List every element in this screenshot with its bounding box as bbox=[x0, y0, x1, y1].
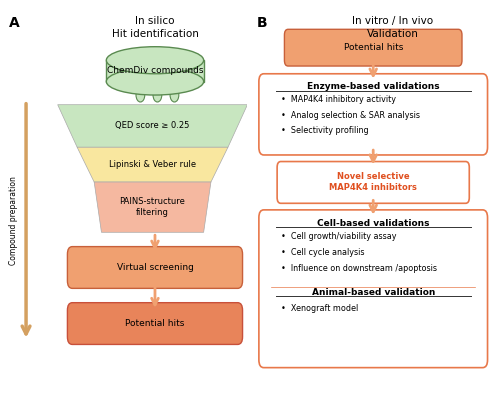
Text: •  MAP4K4 inhibitory activity: • MAP4K4 inhibitory activity bbox=[281, 95, 396, 104]
FancyBboxPatch shape bbox=[106, 60, 204, 81]
Polygon shape bbox=[77, 147, 228, 182]
Text: Lipinski & Veber rule: Lipinski & Veber rule bbox=[109, 160, 196, 169]
Text: In vitro / In vivo
Validation: In vitro / In vivo Validation bbox=[352, 16, 433, 39]
Text: •  Analog selection & SAR analysis: • Analog selection & SAR analysis bbox=[281, 111, 420, 120]
Text: Enzyme-based validations: Enzyme-based validations bbox=[307, 83, 440, 91]
Ellipse shape bbox=[106, 47, 204, 74]
Text: B: B bbox=[256, 16, 267, 30]
FancyBboxPatch shape bbox=[68, 246, 242, 288]
Text: Animal-based validation: Animal-based validation bbox=[312, 288, 435, 297]
Text: In silico
Hit identification: In silico Hit identification bbox=[112, 16, 198, 39]
Text: •  Cell cycle analysis: • Cell cycle analysis bbox=[281, 248, 364, 257]
Text: •  Influence on downstream /apoptosis: • Influence on downstream /apoptosis bbox=[281, 264, 437, 273]
Text: Potential hits: Potential hits bbox=[344, 43, 403, 52]
Text: QED score ≥ 0.25: QED score ≥ 0.25 bbox=[116, 122, 190, 130]
Polygon shape bbox=[58, 105, 248, 147]
Polygon shape bbox=[94, 182, 211, 232]
Ellipse shape bbox=[106, 68, 204, 95]
FancyBboxPatch shape bbox=[284, 29, 462, 66]
Text: •  Selectivity profiling: • Selectivity profiling bbox=[281, 126, 368, 135]
Circle shape bbox=[170, 88, 179, 102]
Circle shape bbox=[153, 88, 162, 102]
FancyBboxPatch shape bbox=[277, 162, 469, 203]
Text: •  Xenograft model: • Xenograft model bbox=[281, 304, 358, 313]
FancyBboxPatch shape bbox=[259, 210, 488, 368]
Text: Novel selective
MAP4K4 inhibitors: Novel selective MAP4K4 inhibitors bbox=[330, 172, 417, 192]
FancyBboxPatch shape bbox=[68, 303, 242, 344]
Text: Potential hits: Potential hits bbox=[126, 319, 184, 328]
Text: ChemDiv compounds: ChemDiv compounds bbox=[106, 66, 203, 75]
Text: Virtual screening: Virtual screening bbox=[116, 263, 194, 272]
Text: •  Cell growth/viability assay: • Cell growth/viability assay bbox=[281, 231, 396, 241]
Text: PAINS-structure
filtering: PAINS-structure filtering bbox=[120, 197, 186, 217]
FancyBboxPatch shape bbox=[259, 74, 488, 155]
Text: A: A bbox=[9, 16, 20, 30]
Circle shape bbox=[136, 88, 145, 102]
Text: Compound preparation: Compound preparation bbox=[10, 176, 18, 265]
Text: Cell-based validations: Cell-based validations bbox=[317, 218, 430, 228]
